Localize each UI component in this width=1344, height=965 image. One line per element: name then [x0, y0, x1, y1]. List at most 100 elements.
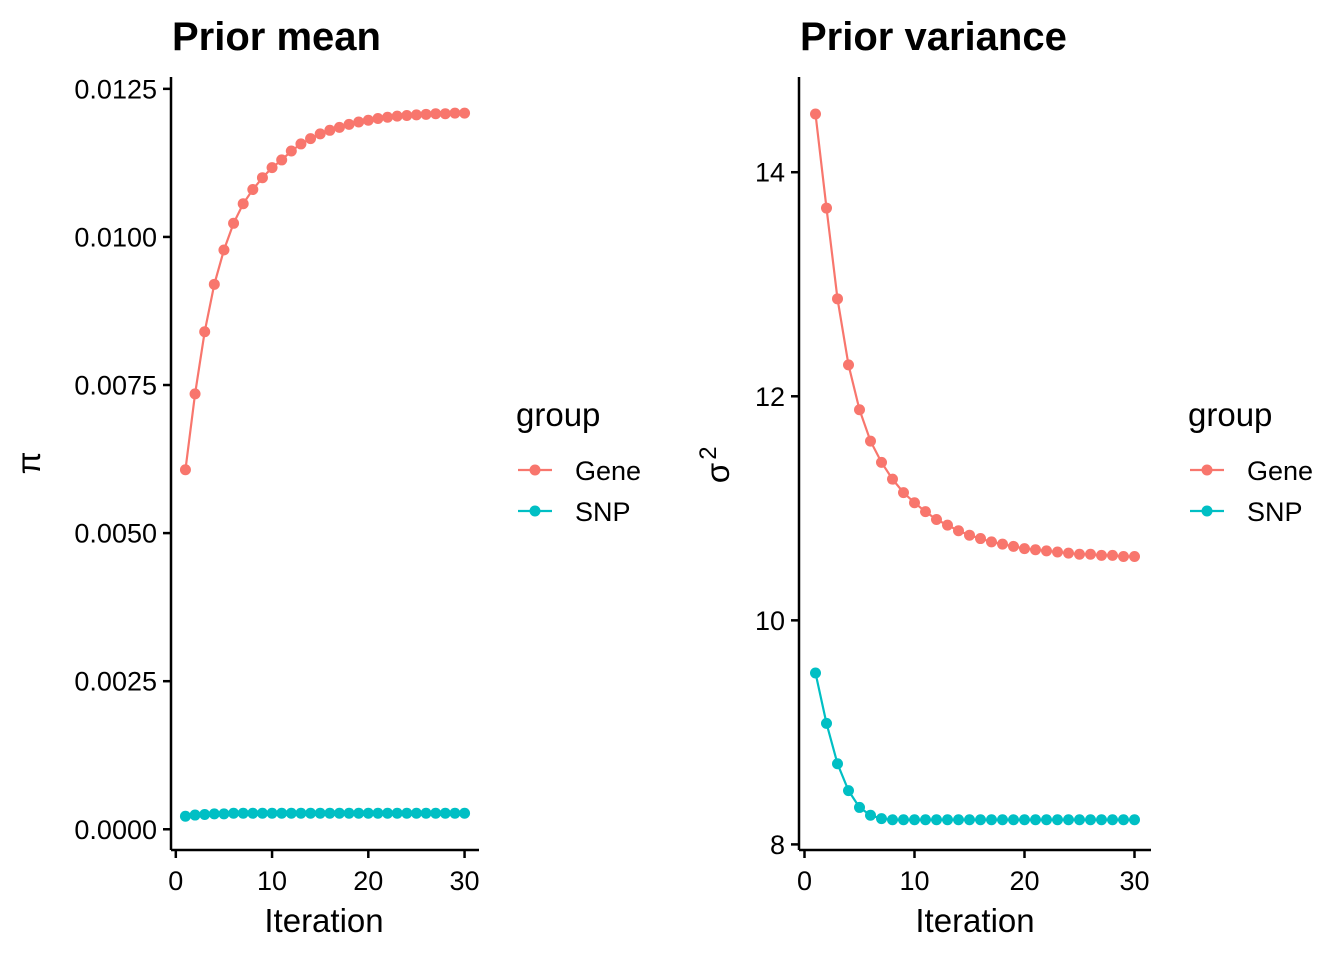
prior-mean-gene-point	[199, 326, 211, 338]
prior-variance-gene-point	[1096, 549, 1107, 561]
legend-gene-marker	[1201, 464, 1213, 476]
prior-mean-gene-point	[353, 116, 365, 128]
prior-variance-gene-point	[810, 108, 821, 120]
prior-variance-snp-point	[953, 814, 964, 826]
prior-mean-gene-point	[237, 198, 249, 210]
prior-variance-gene-point	[964, 529, 975, 541]
prior-mean-panel: Prior mean 0.0000 0.0025 0.0050 0.0075 0.010…	[10, 15, 641, 939]
prior-mean-snp-point	[266, 807, 278, 819]
prior-mean-y-tick-label: 0.0025	[74, 667, 157, 697]
prior-variance-snp-point	[898, 814, 909, 826]
prior-mean-snp-point	[391, 807, 403, 819]
prior-variance-x-tick-label: 10	[899, 866, 929, 896]
prior-mean-snp-point	[439, 807, 451, 819]
prior-variance-y-tick-label: 12	[755, 382, 785, 412]
prior-variance-legend-title: group	[1188, 396, 1272, 433]
prior-variance-gene-point	[1129, 550, 1140, 562]
prior-mean-snp-point	[333, 807, 345, 819]
prior-mean-snp-point	[285, 807, 297, 819]
prior-mean-y-tick-label: 0.0100	[74, 222, 157, 252]
prior-mean-gene-point	[410, 109, 422, 121]
prior-variance-gene-point	[953, 525, 964, 537]
prior-variance-snp-point	[1041, 814, 1052, 826]
prior-mean-snp-point	[449, 807, 461, 819]
prior-variance-legend: group Gene SNP	[1188, 396, 1313, 527]
prior-mean-snp-point	[324, 807, 336, 819]
prior-variance-gene-point	[843, 359, 854, 371]
prior-mean-x-ticks: 0 10 20 30	[168, 850, 480, 896]
legend-gene-label: Gene	[575, 456, 641, 486]
prior-mean-gene-point	[295, 138, 307, 150]
prior-mean-gene-point	[430, 108, 442, 120]
prior-mean-series	[179, 107, 471, 822]
prior-mean-snp-point	[459, 807, 471, 819]
prior-variance-snp-point	[975, 814, 986, 826]
prior-variance-gene-point	[931, 514, 942, 526]
prior-mean-snp-point	[179, 810, 191, 822]
prior-variance-snp-point	[909, 814, 920, 826]
prior-variance-gene-point	[975, 533, 986, 545]
prior-mean-snp-point	[218, 808, 230, 820]
prior-mean-gene-point	[420, 108, 432, 120]
prior-variance-snp-point	[854, 801, 865, 813]
legend-gene-marker	[529, 464, 541, 476]
prior-variance-gene-point	[1008, 540, 1019, 552]
prior-mean-x-tick-label: 10	[257, 866, 287, 896]
prior-mean-gene-point	[285, 145, 297, 157]
prior-variance-gene-point	[997, 538, 1008, 550]
prior-mean-x-tick-label: 0	[168, 866, 183, 896]
prior-variance-snp-point	[964, 814, 975, 826]
prior-variance-gene-point	[876, 456, 887, 468]
prior-variance-gene-point	[1030, 544, 1041, 556]
prior-mean-gene-point	[449, 107, 461, 119]
prior-mean-legend: group Gene SNP	[516, 396, 641, 527]
legend-gene-label: Gene	[1247, 456, 1313, 486]
prior-mean-snp-point	[382, 807, 394, 819]
prior-mean-x-tick-label: 20	[353, 866, 383, 896]
prior-variance-y-label: σ 2	[695, 446, 736, 483]
prior-mean-snp-point	[189, 809, 201, 821]
prior-variance-gene-point	[1063, 547, 1074, 559]
prior-variance-gene-point	[821, 202, 832, 214]
legend-snp-label: SNP	[575, 497, 631, 527]
prior-variance-snp-point	[942, 814, 953, 826]
prior-variance-snp-point	[1118, 814, 1129, 826]
prior-mean-gene-point	[362, 114, 374, 126]
prior-mean-x-tick-label: 30	[450, 866, 480, 896]
prior-variance-series	[810, 108, 1140, 826]
prior-variance-snp-point	[1096, 814, 1107, 826]
prior-variance-y-ticks: 8 10 12 14	[755, 158, 799, 860]
prior-mean-snp-point	[276, 807, 288, 819]
legend-snp-marker	[529, 505, 541, 517]
prior-mean-gene-point	[439, 108, 451, 120]
prior-variance-snp-point	[931, 814, 942, 826]
prior-mean-snp-point	[237, 807, 249, 819]
prior-mean-snp-point	[362, 807, 374, 819]
prior-mean-gene-point	[343, 118, 355, 130]
legend-snp-marker	[1201, 505, 1213, 517]
prior-mean-gene-point	[276, 154, 288, 166]
prior-mean-gene-point	[228, 217, 240, 229]
prior-variance-gene-point	[942, 519, 953, 531]
prior-variance-x-tick-label: 30	[1119, 866, 1149, 896]
prior-variance-snp-point	[843, 785, 854, 797]
prior-variance-gene-point	[1052, 546, 1063, 558]
prior-mean-snp-point	[343, 807, 355, 819]
prior-variance-snp-point	[986, 814, 997, 826]
prior-variance-snp-point	[1008, 814, 1019, 826]
prior-mean-gene-point	[247, 184, 259, 196]
prior-variance-gene-point	[920, 506, 931, 518]
prior-mean-gene-point	[266, 162, 278, 174]
prior-variance-snp-point	[1129, 814, 1140, 826]
prior-variance-y-label-sigma: σ	[699, 463, 736, 483]
prior-mean-snp-point	[247, 807, 259, 819]
prior-variance-panel: Prior variance 8 10 12 14 0 10 20 30 Iteration…	[695, 15, 1313, 939]
prior-mean-gene-point	[333, 121, 345, 133]
prior-mean-gene-point	[179, 464, 191, 476]
prior-mean-y-ticks: 0.0000 0.0025 0.0050 0.0075 0.0100 0.0125	[74, 74, 171, 845]
prior-mean-y-tick-label: 0.0075	[74, 371, 157, 401]
prior-variance-snp-point	[1019, 814, 1030, 826]
prior-mean-legend-title: group	[516, 396, 600, 433]
prior-variance-gene-point	[1074, 548, 1085, 560]
